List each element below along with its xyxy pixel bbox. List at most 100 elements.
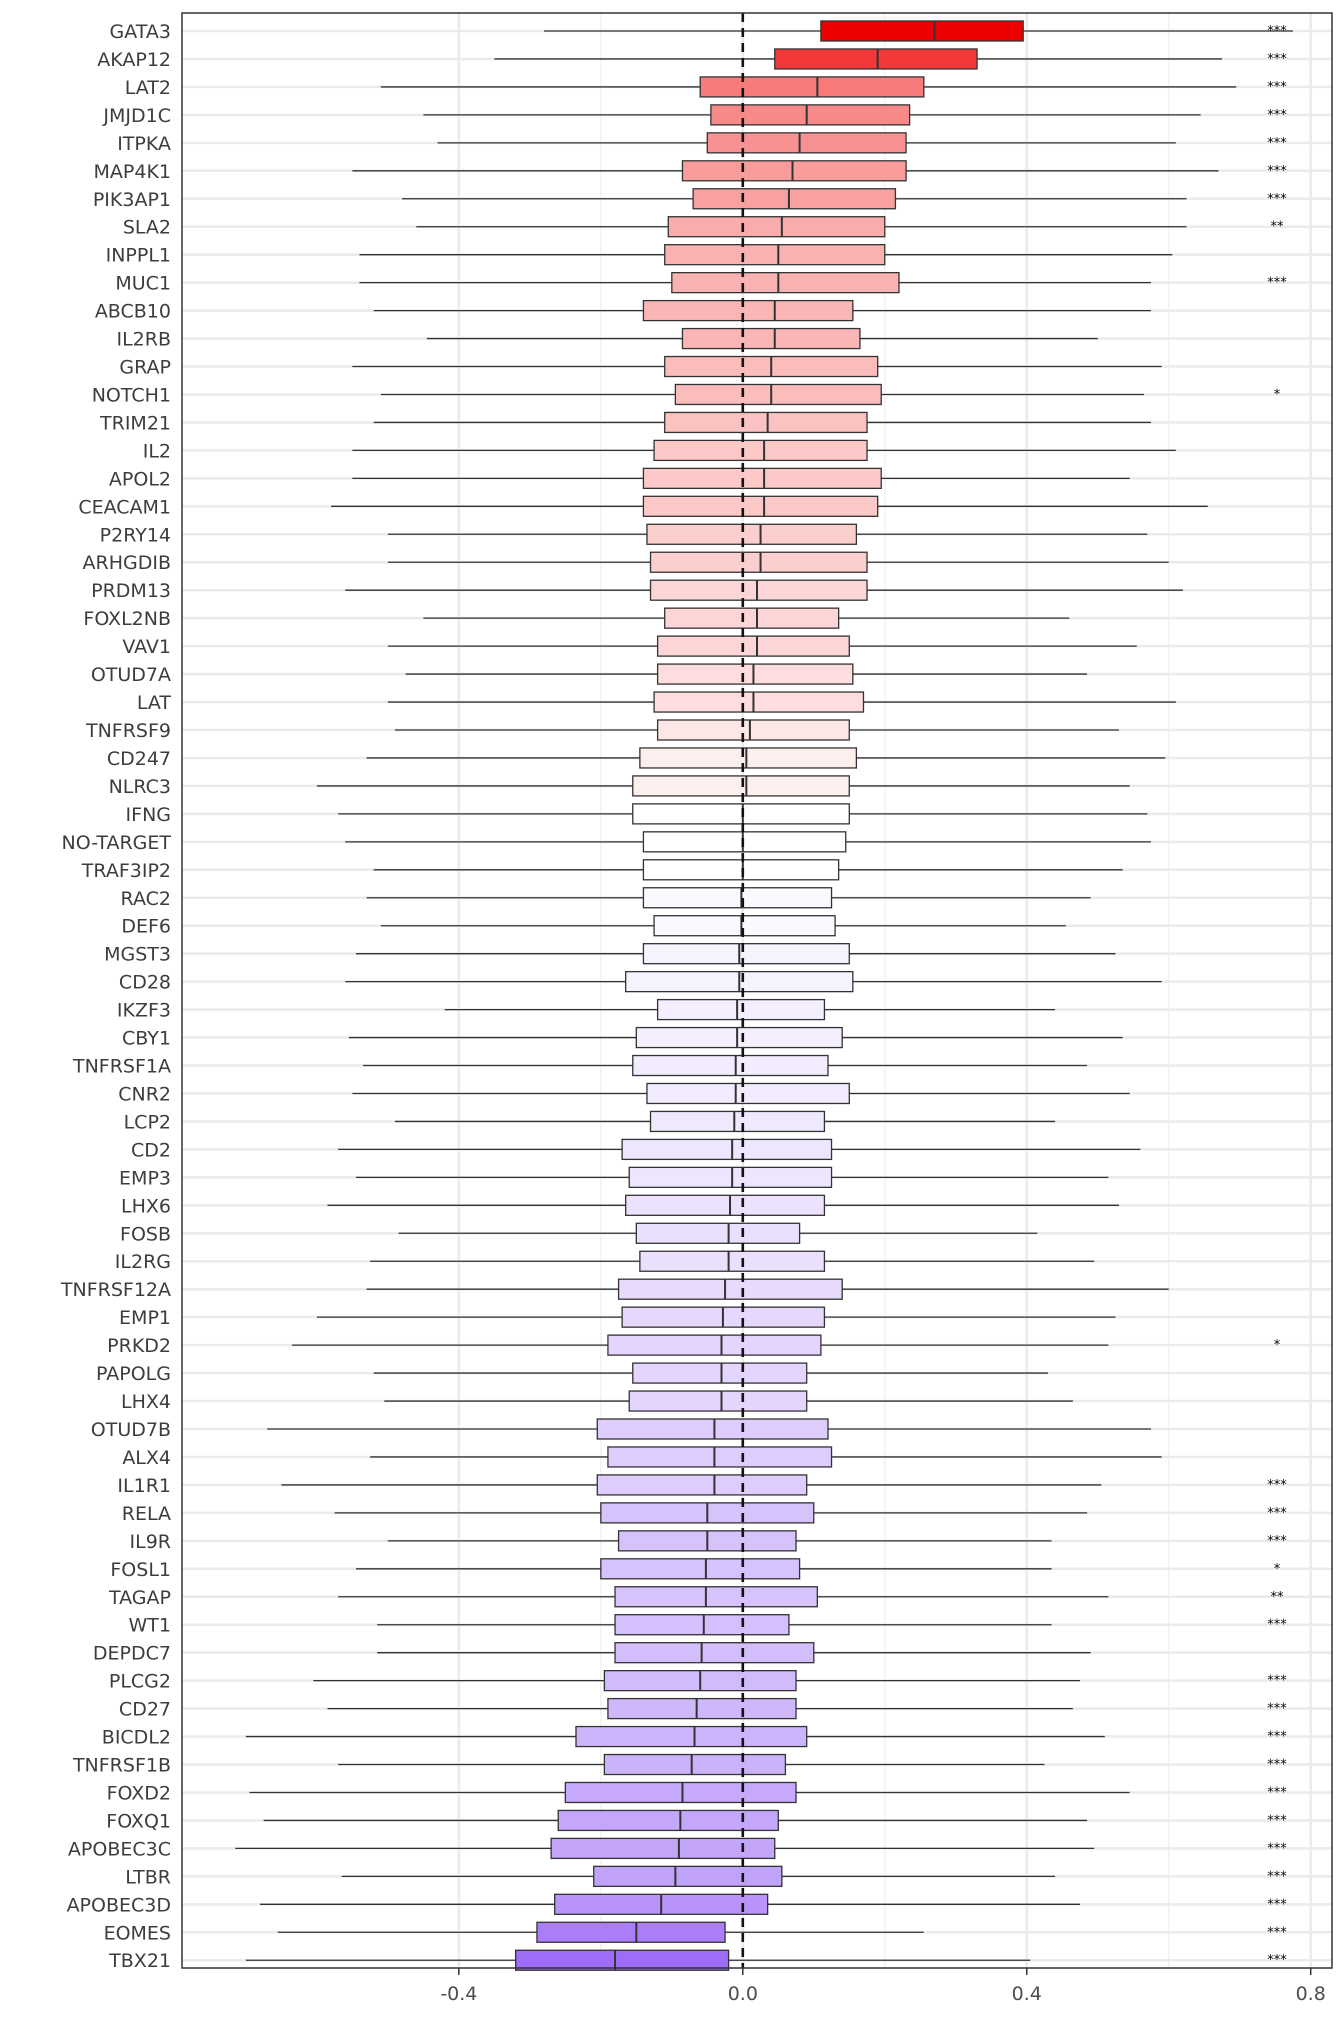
category-label: OTUD7A bbox=[91, 664, 171, 686]
category-label: SLA2 bbox=[123, 217, 171, 239]
category-label: LCP2 bbox=[124, 1111, 171, 1133]
box-bicdl2 bbox=[575, 1725, 808, 1748]
box-lhx4 bbox=[628, 1390, 808, 1412]
significance-label: *** bbox=[1267, 80, 1287, 95]
category-label: WT1 bbox=[129, 1615, 171, 1637]
box-tnfrsf1a bbox=[632, 1054, 829, 1077]
box-pik3ap1 bbox=[692, 188, 897, 210]
box-itpka bbox=[706, 132, 907, 154]
category-label: LAT bbox=[137, 692, 172, 714]
box-abcb10 bbox=[642, 299, 854, 322]
category-label: EMP3 bbox=[119, 1167, 171, 1189]
significance-label: *** bbox=[1267, 1534, 1287, 1549]
x-tick-label: 0.0 bbox=[728, 1983, 758, 2005]
category-label: PAPOLG bbox=[96, 1363, 171, 1385]
category-label: LHX6 bbox=[121, 1195, 171, 1217]
significance-label: *** bbox=[1267, 1953, 1287, 1968]
category-label: TAGAP bbox=[108, 1587, 171, 1609]
significance-label: * bbox=[1274, 1562, 1281, 1577]
category-label: TRAF3IP2 bbox=[81, 860, 171, 882]
x-tick-label: 0.4 bbox=[1012, 1983, 1042, 2005]
significance-label: ** bbox=[1271, 220, 1285, 235]
category-label: CEACAM1 bbox=[78, 496, 171, 518]
significance-label: *** bbox=[1267, 1869, 1287, 1884]
box-def6 bbox=[653, 915, 836, 937]
box-mgst3 bbox=[642, 943, 850, 965]
box-tagap bbox=[614, 1586, 818, 1608]
category-label: FOSL1 bbox=[110, 1559, 171, 1581]
box-muc1 bbox=[671, 271, 900, 294]
category-label: EOMES bbox=[104, 1922, 171, 1944]
category-label: APOBEC3C bbox=[68, 1838, 171, 1860]
box-foxd2 bbox=[564, 1781, 797, 1804]
significance-label: ** bbox=[1271, 1590, 1285, 1605]
category-label: CNR2 bbox=[118, 1083, 171, 1105]
category-label: FOSB bbox=[120, 1223, 171, 1245]
category-label: APOL2 bbox=[109, 468, 171, 490]
category-label: CD27 bbox=[119, 1699, 171, 1721]
category-label: CD28 bbox=[119, 972, 171, 994]
category-label: CBY1 bbox=[122, 1028, 171, 1050]
significance-label: *** bbox=[1267, 1674, 1287, 1689]
significance-label: *** bbox=[1267, 1478, 1287, 1493]
significance-label: *** bbox=[1267, 1730, 1287, 1745]
category-label: LHX4 bbox=[121, 1391, 171, 1413]
significance-label: *** bbox=[1267, 1702, 1287, 1717]
x-tick-label: 0.8 bbox=[1296, 1983, 1326, 2005]
box-prdm13 bbox=[649, 579, 868, 601]
category-label: IFNG bbox=[126, 804, 171, 826]
box-lat bbox=[653, 691, 865, 713]
box-fosb bbox=[635, 1222, 801, 1244]
box-apol2 bbox=[642, 467, 882, 490]
category-label: IL2 bbox=[143, 440, 171, 462]
box-prkd2 bbox=[607, 1334, 822, 1356]
significance-label: *** bbox=[1267, 1925, 1287, 1940]
box-eomes bbox=[536, 1921, 726, 1943]
box-cd2 bbox=[621, 1138, 833, 1161]
box-tbx21 bbox=[514, 1949, 730, 1971]
category-label: NO-TARGET bbox=[62, 832, 172, 854]
box-nlrc3 bbox=[632, 775, 850, 797]
box-no-target bbox=[642, 831, 847, 853]
box-alx4 bbox=[607, 1446, 833, 1468]
panel-border bbox=[181, 12, 1333, 1969]
category-label: VAV1 bbox=[122, 636, 171, 658]
category-label: ARHGDIB bbox=[83, 552, 171, 574]
box-ikzf3 bbox=[656, 998, 826, 1021]
category-label: CD247 bbox=[107, 748, 171, 770]
significance-label: *** bbox=[1267, 136, 1287, 151]
category-label: TNFRSF9 bbox=[85, 720, 171, 742]
box-inppl1 bbox=[664, 244, 886, 266]
box-papolg bbox=[632, 1362, 808, 1384]
box-fosl1 bbox=[600, 1558, 801, 1580]
category-label: TRIM21 bbox=[99, 412, 171, 434]
box-wt1 bbox=[614, 1614, 790, 1636]
box-gata3 bbox=[820, 20, 1024, 42]
box-vav1 bbox=[656, 635, 850, 657]
category-label: IL1R1 bbox=[117, 1475, 171, 1497]
category-label: FOXD2 bbox=[107, 1782, 171, 1804]
category-label: TNFRSF1A bbox=[72, 1056, 171, 1078]
category-label: ITPKA bbox=[117, 133, 171, 155]
box-cnr2 bbox=[646, 1082, 850, 1105]
box-rac2 bbox=[642, 887, 833, 909]
category-label: BICDL2 bbox=[102, 1727, 171, 1749]
significance-label: *** bbox=[1267, 276, 1287, 291]
category-label: GATA3 bbox=[110, 21, 171, 43]
box-foxl2nb bbox=[664, 607, 840, 629]
category-label: IL2RG bbox=[115, 1251, 171, 1273]
box-otud7a bbox=[656, 663, 854, 685]
category-label: RAC2 bbox=[121, 888, 171, 910]
box-il2 bbox=[653, 439, 868, 462]
box-p2ry14 bbox=[646, 523, 858, 545]
category-label: PLCG2 bbox=[109, 1671, 171, 1693]
category-label: MAP4K1 bbox=[94, 161, 171, 183]
significance-label: *** bbox=[1267, 1841, 1287, 1856]
significance-label: *** bbox=[1267, 164, 1287, 179]
box-il2rg bbox=[639, 1250, 826, 1272]
category-label: DEPDC7 bbox=[93, 1643, 171, 1665]
box-notch1 bbox=[674, 383, 882, 406]
box-ceacam1 bbox=[642, 495, 879, 517]
category-label: MUC1 bbox=[115, 273, 171, 295]
